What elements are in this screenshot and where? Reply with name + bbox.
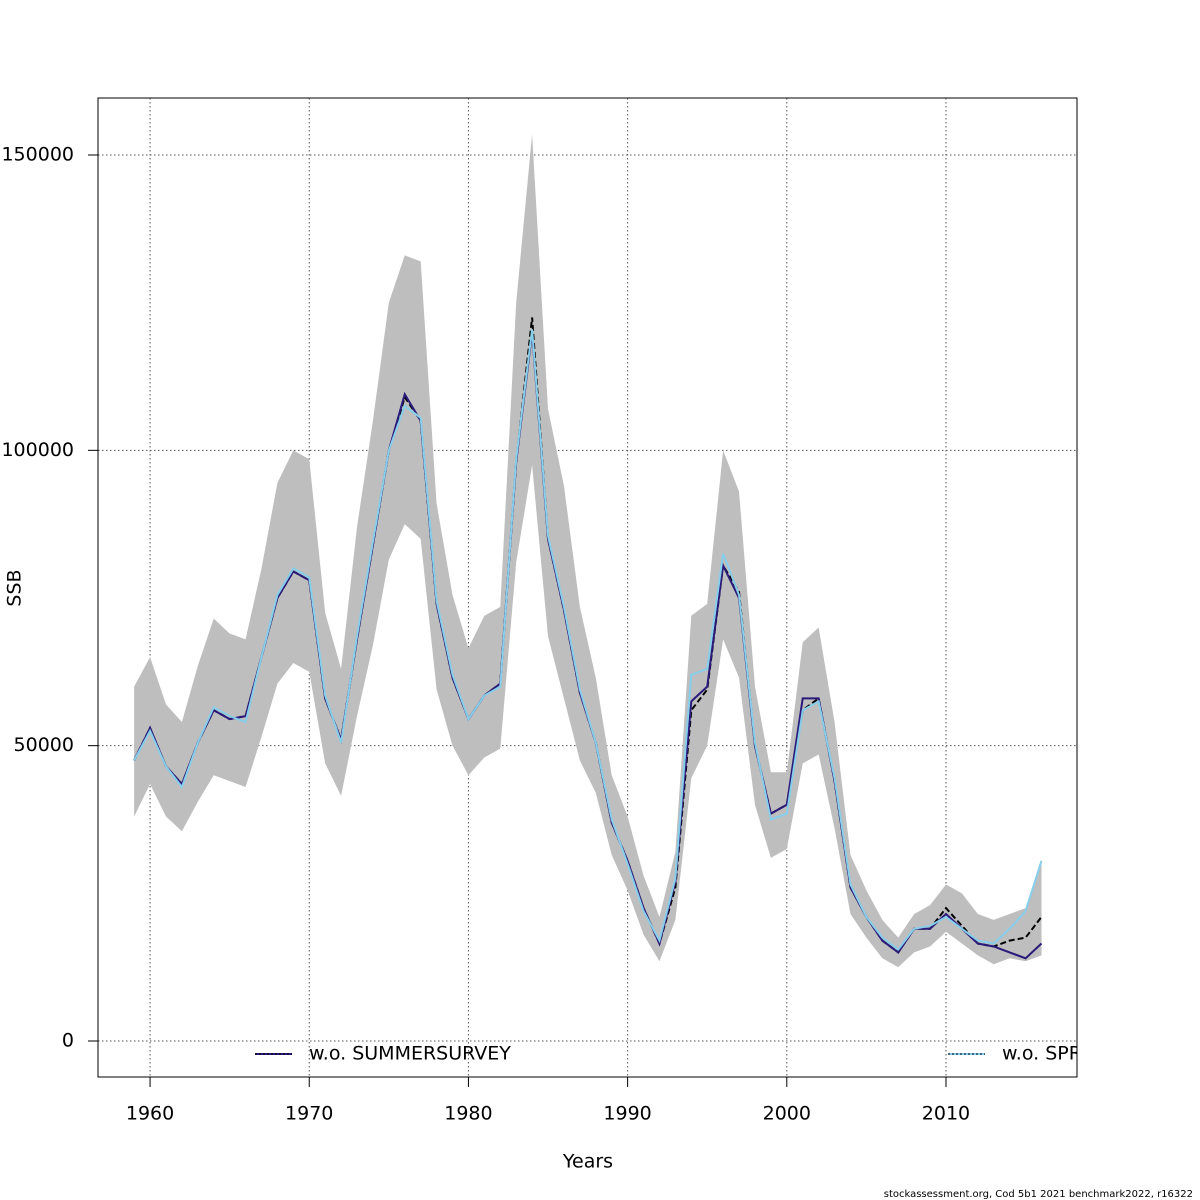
x-tick-label: 1980	[444, 1103, 492, 1125]
legend-label: w.o. SPRINGSURVEY	[1002, 1043, 1192, 1065]
x-tick-label: 1970	[285, 1103, 333, 1125]
footnote: stockassessment.org, Cod 5b1 2021 benchm…	[884, 1189, 1193, 1200]
x-tick-label: 2000	[763, 1103, 811, 1125]
y-tick-label: 0	[62, 1029, 74, 1051]
y-tick-label: 150000	[1, 143, 74, 165]
confidence-band	[134, 134, 1042, 968]
y-axis-label: SSB	[4, 569, 26, 606]
series-line	[133, 329, 1043, 951]
y-tick-label: 50000	[14, 734, 74, 756]
plot-area: w.o. SUMMERSURVEY w.o. SPRINGSURVEY	[98, 98, 1192, 1077]
x-axis-label: Years	[562, 1151, 613, 1173]
x-tick-label: 2010	[922, 1103, 970, 1125]
x-tick-label: 1990	[603, 1103, 651, 1125]
legend-label: w.o. SUMMERSURVEY	[309, 1043, 511, 1065]
plot-frame	[97, 97, 1078, 1078]
x-tick-label: 1960	[126, 1103, 174, 1125]
y-tick-label: 100000	[1, 439, 74, 461]
